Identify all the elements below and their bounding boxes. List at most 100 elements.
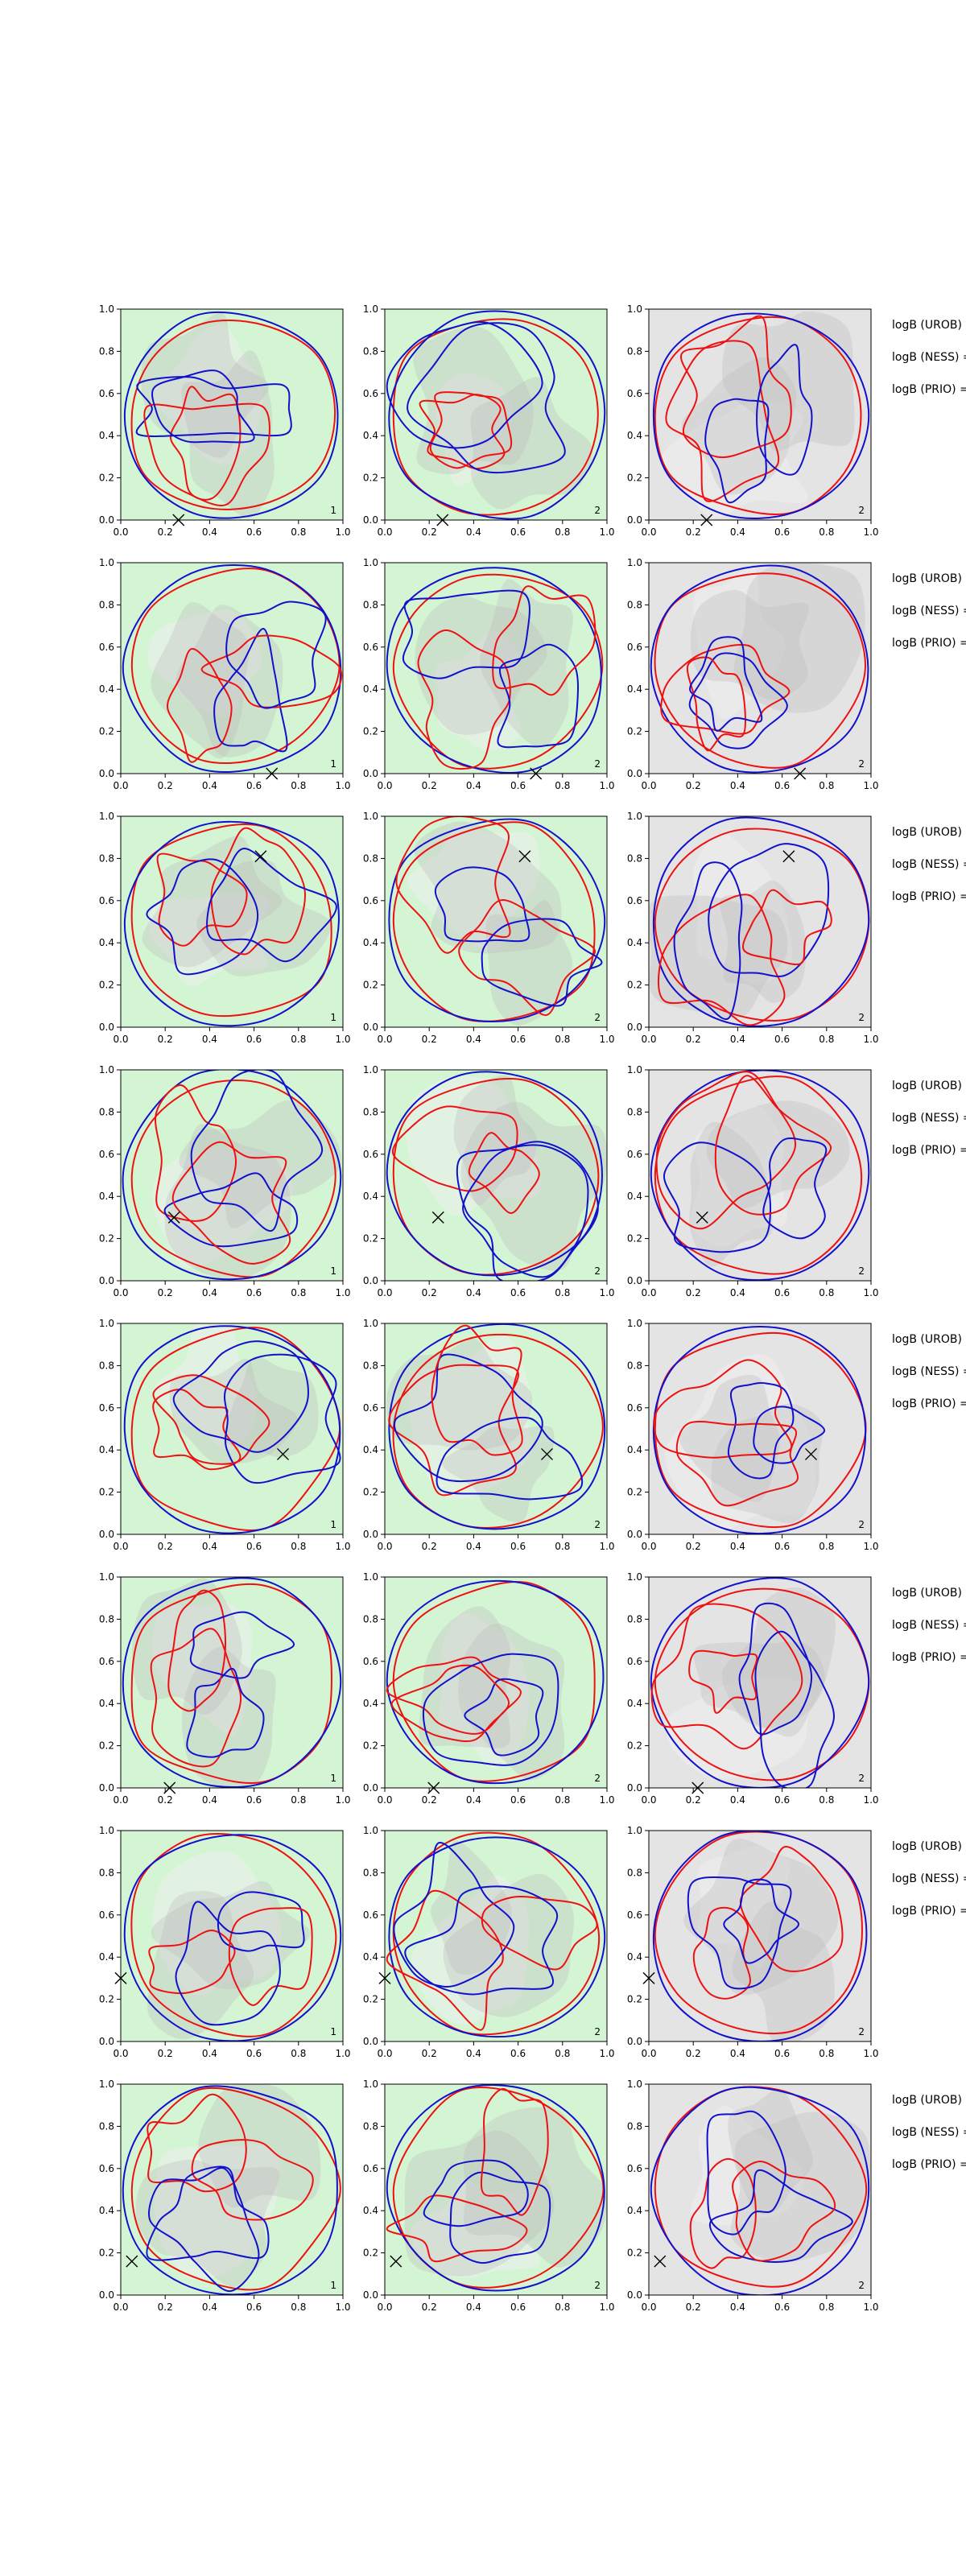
blue-contour: [464, 1678, 544, 1757]
x-tick-label: 0.4: [202, 1287, 217, 1298]
y-tick-label: 0.2: [363, 473, 378, 484]
x-tick-label: 0.4: [202, 2301, 217, 2313]
x-tick-label: 0.6: [510, 1034, 526, 1045]
red-contour: [155, 1084, 237, 1222]
panel-number: 2: [594, 505, 601, 516]
y-tick-label: 1.0: [627, 557, 642, 568]
panel-r2-c3: 2 0.00.0 0.2 0.2 0.4 0.4 0.6 0.6 0.8 0.8 1.0 1.0: [627, 557, 879, 791]
blue-contour-outer: [652, 1831, 868, 2041]
shaded-region: [665, 1354, 815, 1531]
y-tick-label: 0.4: [363, 430, 378, 441]
blue-contour: [135, 376, 292, 437]
x-tick-label: 0.4: [202, 526, 217, 538]
panel-contours: [650, 1070, 870, 1281]
blue-contour: [223, 1353, 341, 1484]
logb-label: logB (NESS) =: [892, 605, 966, 617]
y-tick-label: 0.0: [627, 768, 642, 779]
x-tick-label: 1.0: [335, 1287, 350, 1298]
y-tick-label: 1.0: [627, 1318, 642, 1329]
panel-contours: [386, 2084, 607, 2292]
axes-frame: [120, 308, 344, 521]
red-contour: [200, 634, 343, 708]
red-contour: [481, 1895, 598, 1971]
y-tick-label: 0.4: [99, 1444, 114, 1455]
x-tick-label: 0.0: [641, 780, 656, 791]
x-tick-label: 0.8: [819, 1034, 834, 1045]
y-tick-label: 0.8: [99, 2120, 114, 2132]
red-contour: [665, 340, 780, 502]
shaded-region: [458, 1623, 565, 1781]
y-tick-label: 0.4: [363, 1951, 378, 1963]
true-value-marker: [167, 1211, 180, 1224]
x-tick-label: 0.6: [774, 526, 790, 538]
y-tick-label: 0.8: [627, 345, 642, 357]
red-contour: [686, 656, 746, 752]
y-tick-label: 0.6: [363, 2163, 378, 2174]
y-tick-label: 0.0: [627, 1022, 642, 1033]
panel-number: 1: [330, 1519, 336, 1530]
y-tick-label: 0.8: [99, 1360, 114, 1371]
axes-frame: [120, 1323, 344, 1535]
true-value-marker: [431, 1211, 444, 1224]
x-tick-label: 0.6: [510, 1287, 526, 1298]
y-tick-label: 0.0: [99, 1529, 114, 1540]
shaded-region: [431, 1840, 512, 1975]
y-tick-label: 1.0: [363, 303, 378, 315]
x-tick-label: 0.0: [377, 1034, 392, 1045]
shaded-region: [406, 1075, 541, 1216]
panel-number: 2: [858, 1265, 865, 1277]
panel-contours: [386, 1071, 607, 1281]
y-tick-label: 0.6: [627, 1149, 642, 1160]
blue-contour-outer: [650, 1577, 870, 1788]
y-tick-label: 0.4: [99, 1191, 114, 1202]
shaded-region: [690, 589, 809, 700]
x-tick-label: 0.2: [422, 2048, 437, 2059]
panel-r8-c2: 2 0.00.0 0.2 0.2 0.4 0.4 0.6 0.6 0.8 0.8 1.0 1.0: [363, 2079, 615, 2313]
blue-contour: [704, 398, 770, 504]
red-contour: [228, 1907, 313, 2006]
shaded-region: [135, 2159, 280, 2287]
x-tick-label: 0.4: [466, 1541, 481, 1552]
red-contour: [386, 1889, 504, 2031]
blue-contour: [462, 1144, 589, 1278]
shaded-region: [438, 1612, 530, 1769]
shaded-region: [141, 312, 270, 458]
x-tick-label: 0.8: [555, 780, 570, 791]
y-tick-label: 0.8: [99, 599, 114, 610]
x-tick-label: 1.0: [335, 1541, 350, 1552]
y-tick-label: 1.0: [363, 811, 378, 822]
blue-contour: [404, 1885, 559, 1996]
red-contour: [655, 1071, 797, 1230]
x-tick-label: 1.0: [599, 780, 614, 791]
blue-contour: [689, 636, 763, 732]
blue-contour: [190, 1070, 324, 1232]
y-tick-label: 0.0: [363, 1022, 378, 1033]
shaded-region: [179, 1100, 342, 1228]
x-tick-label: 0.4: [466, 1034, 481, 1045]
x-tick-label: 0.6: [774, 1541, 790, 1552]
shaded-region: [453, 1075, 537, 1206]
y-tick-label: 0.4: [627, 1698, 642, 1709]
x-tick-label: 0.4: [730, 1794, 745, 1806]
blue-contour: [217, 1891, 305, 1952]
x-tick-label: 0.2: [422, 1794, 437, 1806]
panel-r1-c1: 1 0.00.0 0.2 0.2 0.4 0.4 0.6 0.6 0.8 0.8 1.0 1.0: [99, 303, 351, 538]
shaded-region: [151, 602, 250, 759]
y-tick-label: 0.6: [99, 1656, 114, 1667]
shaded-region: [410, 2180, 541, 2278]
blue-contour: [663, 1141, 772, 1253]
blue-contour: [706, 2110, 786, 2235]
x-tick-label: 0.6: [246, 1794, 262, 1806]
y-tick-label: 0.2: [99, 2248, 114, 2259]
red-contour: [742, 889, 832, 966]
x-tick-label: 0.2: [686, 780, 701, 791]
red-contour: [417, 630, 511, 770]
logb-label: logB (UROB) =: [892, 1840, 966, 1853]
red-contour-outer: [392, 318, 599, 516]
red-contour: [431, 1324, 523, 1456]
true-value-marker: [654, 2255, 667, 2268]
x-tick-label: 0.6: [774, 1794, 790, 1806]
blue-contour: [756, 344, 813, 476]
panel-contours: [386, 310, 606, 520]
red-contour: [657, 894, 786, 1026]
